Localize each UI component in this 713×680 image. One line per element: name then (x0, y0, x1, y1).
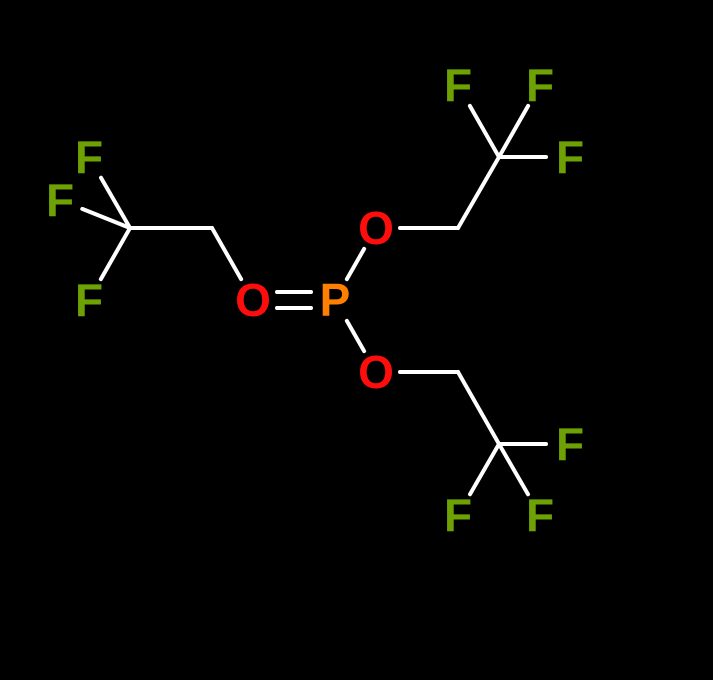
bond (499, 444, 528, 494)
atom-F: F (526, 489, 554, 541)
atom-O: O (235, 274, 271, 326)
atom-F: F (526, 59, 554, 111)
bonds-layer (82, 106, 546, 494)
bond (470, 106, 499, 157)
atom-F: F (556, 131, 584, 183)
bond (458, 157, 499, 228)
bond (458, 372, 499, 444)
bond (212, 228, 241, 279)
atom-O: O (358, 202, 394, 254)
atom-F: F (556, 418, 584, 470)
atom-F: F (75, 131, 103, 183)
atom-O: O (358, 346, 394, 398)
atom-F: F (75, 274, 103, 326)
atom-F: F (46, 174, 74, 226)
bond (499, 106, 528, 157)
atom-P: P (320, 274, 351, 326)
molecule-diagram: POOOFFFFFFFFF (0, 0, 713, 680)
atoms-layer: POOOFFFFFFFFF (46, 59, 584, 541)
bond (470, 444, 499, 494)
bond (101, 228, 130, 279)
atom-F: F (444, 489, 472, 541)
atom-F: F (444, 59, 472, 111)
